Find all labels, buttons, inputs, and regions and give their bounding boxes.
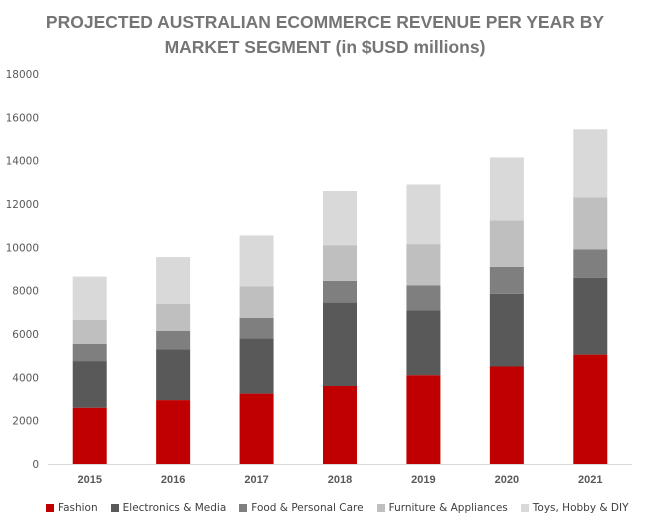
x-tick-label: 2017 <box>244 474 268 486</box>
bar-segment-fashion-2016 <box>156 400 191 464</box>
legend-swatch <box>520 504 529 512</box>
x-tick-label: 2019 <box>411 474 435 486</box>
legend-item: Electronics & Media <box>110 502 227 514</box>
legend-item: Food & Personal Care <box>239 502 364 514</box>
bar-segment-toys-hobby-diy-2021 <box>573 129 608 198</box>
bar-segment-toys-hobby-diy-2016 <box>156 257 191 304</box>
legend-item: Furniture & Appliances <box>376 502 508 514</box>
bar-segment-food-personal-care-2018 <box>323 280 357 303</box>
chart-title-line-2: MARKET SEGMENT (in $USD millions) <box>164 37 486 57</box>
bar-segment-electronics-media-2016 <box>156 349 191 401</box>
bar-segment-toys-hobby-diy-2015 <box>72 276 107 320</box>
x-tick-label: 2021 <box>578 474 602 486</box>
legend-item: Fashion <box>46 502 98 514</box>
bar-segment-furniture-appliances-2020 <box>489 220 524 267</box>
bar-segment-toys-hobby-diy-2019 <box>406 184 441 245</box>
bar-segment-furniture-appliances-2018 <box>323 245 357 281</box>
y-tick-label: 10000 <box>6 242 39 254</box>
bar-segment-fashion-2017 <box>239 393 274 464</box>
y-tick-label: 18000 <box>6 69 39 81</box>
bar-segment-electronics-media-2020 <box>489 293 524 367</box>
chart-title-line-1: PROJECTED AUSTRALIAN ECOMMERCE REVENUE P… <box>45 12 605 32</box>
bar-segment-electronics-media-2019 <box>406 310 441 376</box>
bar-segment-electronics-media-2017 <box>239 338 274 394</box>
y-tick-label: 6000 <box>12 329 39 341</box>
bar-segment-furniture-appliances-2015 <box>72 319 107 344</box>
y-tick-label: 0 <box>32 459 39 471</box>
bar-segment-food-personal-care-2020 <box>489 266 524 294</box>
bar-segment-food-personal-care-2016 <box>156 330 191 350</box>
y-tick-label: 12000 <box>6 199 39 211</box>
legend-label: Fashion <box>58 502 98 514</box>
bar-segment-electronics-media-2015 <box>72 361 107 408</box>
x-tick-label: 2020 <box>495 474 519 486</box>
bar-segment-food-personal-care-2019 <box>406 285 441 311</box>
x-tick-label: 2015 <box>77 474 101 486</box>
bar-segment-electronics-media-2018 <box>323 302 357 386</box>
legend-item: Toys, Hobby & DIY <box>520 502 629 514</box>
bar-segment-furniture-appliances-2017 <box>239 286 274 318</box>
legend-label: Toys, Hobby & DIY <box>532 502 629 514</box>
bar-segment-furniture-appliances-2021 <box>573 197 608 250</box>
legend-swatch <box>110 504 119 512</box>
chart-legend: Fashion Electronics & Media Food & Persona… <box>46 500 646 516</box>
bar-segment-fashion-2019 <box>406 375 441 464</box>
bar-segment-furniture-appliances-2016 <box>156 303 191 331</box>
chart-title: PROJECTED AUSTRALIAN ECOMMERCE REVENUE P… <box>0 10 650 60</box>
y-tick-label: 8000 <box>12 286 39 298</box>
legend-swatch <box>376 504 385 512</box>
legend-label: Electronics & Media <box>122 502 227 514</box>
y-tick-label: 16000 <box>6 112 39 124</box>
bar-segment-fashion-2015 <box>72 407 107 464</box>
bar-segment-fashion-2020 <box>489 366 524 464</box>
y-tick-label: 2000 <box>12 416 39 428</box>
bar-segment-toys-hobby-diy-2020 <box>489 157 524 221</box>
legend-label: Food & Personal Care <box>251 502 364 514</box>
y-tick-label: 14000 <box>6 156 39 168</box>
y-tick-label: 4000 <box>12 372 39 384</box>
legend-label: Furniture & Appliances <box>388 502 508 514</box>
bar-segment-toys-hobby-diy-2017 <box>239 235 274 287</box>
bar-segment-food-personal-care-2017 <box>239 317 274 339</box>
bar-segment-fashion-2018 <box>323 386 357 464</box>
x-tick-label: 2016 <box>161 474 185 486</box>
bar-segment-furniture-appliances-2019 <box>406 244 441 286</box>
legend-swatch <box>46 504 54 512</box>
x-tick-label: 2018 <box>328 474 352 486</box>
bar-segment-food-personal-care-2015 <box>72 343 107 362</box>
bar-segment-toys-hobby-diy-2018 <box>323 191 357 246</box>
legend-swatch <box>239 504 248 512</box>
bar-segment-food-personal-care-2021 <box>573 249 608 278</box>
bar-segment-electronics-media-2021 <box>573 277 608 355</box>
bar-segment-fashion-2021 <box>573 354 608 464</box>
